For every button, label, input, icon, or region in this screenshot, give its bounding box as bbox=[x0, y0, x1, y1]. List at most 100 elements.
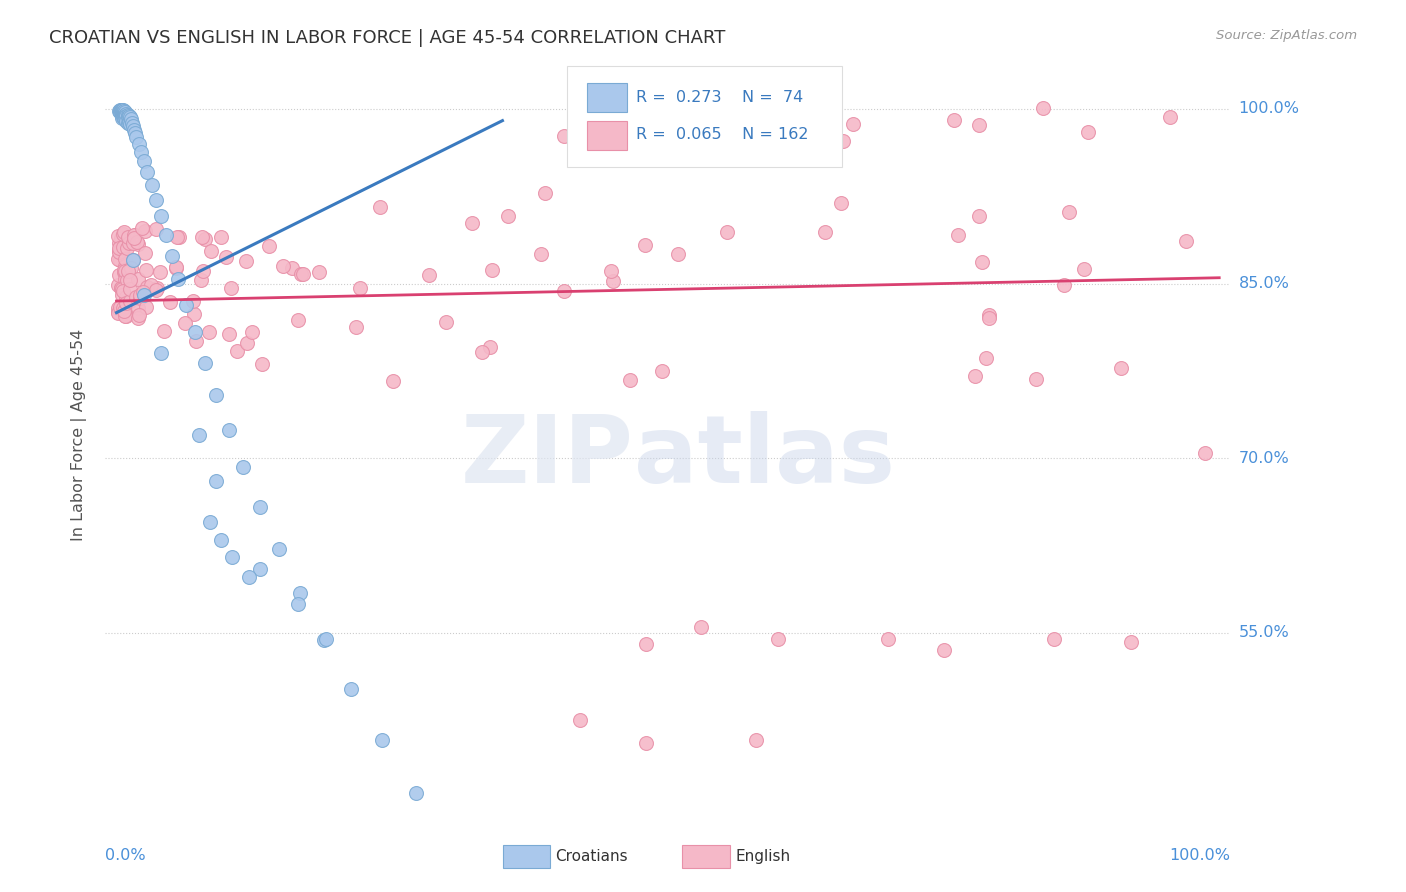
Point bbox=[115, 290, 138, 304]
Point bbox=[110, 103, 132, 117]
Point bbox=[267, 541, 290, 556]
Point bbox=[249, 500, 271, 514]
Point bbox=[942, 113, 965, 128]
Y-axis label: In Labor Force | Age 45-54: In Labor Force | Age 45-54 bbox=[72, 329, 87, 541]
Point bbox=[111, 104, 134, 119]
Point bbox=[530, 247, 553, 261]
Point bbox=[250, 357, 273, 371]
Point bbox=[382, 375, 405, 389]
Point bbox=[368, 201, 391, 215]
Point bbox=[623, 113, 645, 128]
Point bbox=[108, 245, 131, 260]
Point bbox=[108, 105, 131, 120]
Point bbox=[107, 301, 129, 315]
Point bbox=[128, 291, 150, 305]
Point bbox=[112, 112, 135, 126]
Point bbox=[112, 225, 135, 239]
Point bbox=[117, 116, 139, 130]
Point bbox=[112, 109, 135, 123]
Text: 70.0%: 70.0% bbox=[1239, 450, 1289, 466]
Point bbox=[111, 283, 134, 297]
FancyBboxPatch shape bbox=[567, 66, 842, 167]
Point bbox=[114, 271, 136, 285]
Point bbox=[117, 109, 139, 123]
Point bbox=[114, 252, 136, 267]
Point bbox=[184, 326, 207, 340]
Point bbox=[204, 388, 226, 402]
Point bbox=[225, 343, 247, 358]
Text: 85.0%: 85.0% bbox=[1239, 276, 1289, 291]
Point bbox=[117, 108, 139, 122]
Point bbox=[972, 255, 994, 269]
Text: R =  0.065    N = 162: R = 0.065 N = 162 bbox=[637, 128, 808, 142]
Point bbox=[181, 294, 204, 309]
Point bbox=[634, 637, 657, 651]
Point bbox=[146, 281, 169, 295]
FancyBboxPatch shape bbox=[586, 120, 627, 150]
FancyBboxPatch shape bbox=[502, 845, 550, 868]
Point bbox=[112, 262, 135, 277]
Point bbox=[121, 116, 143, 130]
Point bbox=[634, 237, 657, 252]
Point bbox=[114, 105, 136, 120]
Point bbox=[619, 373, 641, 387]
Point bbox=[814, 225, 837, 239]
Point bbox=[287, 597, 309, 611]
Point bbox=[166, 230, 188, 244]
Text: R =  0.273    N =  74: R = 0.273 N = 74 bbox=[637, 90, 804, 105]
Point bbox=[194, 356, 217, 370]
Point bbox=[1076, 125, 1098, 139]
Point bbox=[1119, 635, 1142, 649]
Point bbox=[340, 681, 363, 696]
Point bbox=[141, 178, 163, 192]
Point bbox=[974, 351, 997, 365]
Point bbox=[204, 475, 226, 489]
Point bbox=[447, 843, 470, 857]
Point bbox=[145, 284, 167, 298]
Point bbox=[127, 235, 149, 250]
Text: 100.0%: 100.0% bbox=[1239, 102, 1299, 117]
Point bbox=[651, 363, 673, 377]
Point bbox=[249, 562, 271, 576]
Point bbox=[135, 301, 157, 315]
Point bbox=[209, 533, 232, 547]
Point bbox=[1025, 372, 1047, 386]
Point bbox=[159, 295, 181, 310]
Point bbox=[114, 296, 136, 310]
Point bbox=[112, 108, 135, 122]
Point bbox=[478, 341, 501, 355]
Point bbox=[111, 245, 134, 260]
Point bbox=[122, 236, 145, 251]
Point bbox=[1057, 205, 1080, 219]
Point bbox=[932, 643, 955, 657]
Point bbox=[107, 278, 129, 293]
Point bbox=[120, 261, 142, 276]
Point bbox=[766, 632, 789, 646]
Point bbox=[221, 549, 243, 564]
Point bbox=[496, 209, 519, 223]
Point bbox=[775, 135, 797, 149]
Point bbox=[977, 311, 1000, 326]
Point bbox=[315, 632, 337, 646]
Point bbox=[167, 272, 190, 286]
Point bbox=[124, 228, 146, 243]
Point bbox=[194, 231, 217, 245]
Point bbox=[111, 103, 134, 117]
Point bbox=[118, 110, 141, 124]
Point bbox=[110, 281, 132, 295]
Point bbox=[112, 304, 135, 318]
Point bbox=[666, 247, 689, 261]
Point bbox=[111, 240, 134, 254]
Point bbox=[115, 113, 138, 128]
Point bbox=[107, 244, 129, 258]
Point bbox=[967, 118, 990, 132]
Point bbox=[238, 570, 260, 584]
Point bbox=[117, 241, 139, 255]
Point bbox=[371, 732, 394, 747]
Point bbox=[108, 268, 131, 282]
Point bbox=[312, 632, 335, 647]
Point bbox=[108, 235, 131, 250]
Point bbox=[112, 106, 135, 120]
Point bbox=[718, 117, 741, 131]
Point bbox=[110, 280, 132, 294]
